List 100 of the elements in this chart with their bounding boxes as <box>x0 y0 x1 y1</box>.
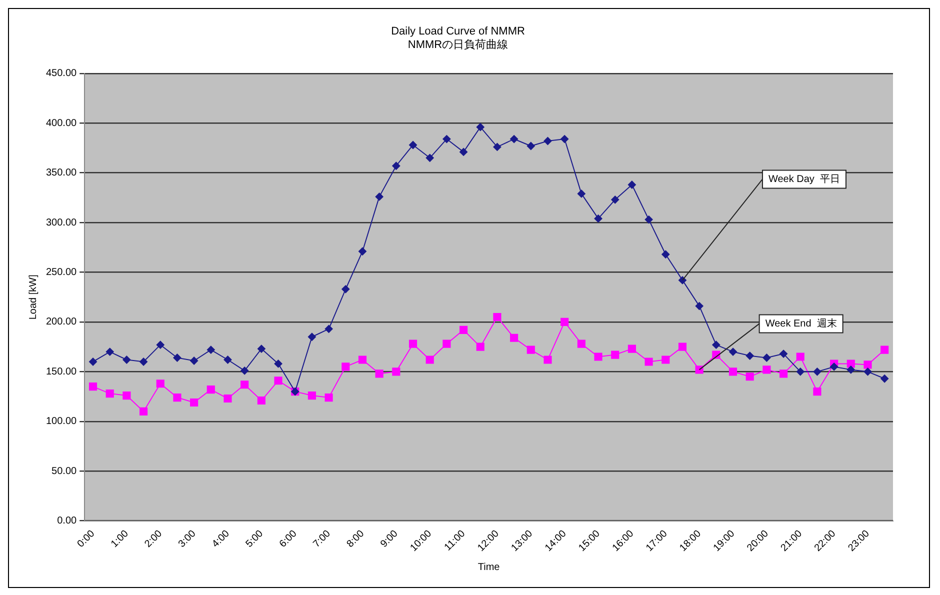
point <box>662 250 670 258</box>
point <box>762 354 771 362</box>
point <box>324 393 333 402</box>
x-tick-label: 4:00 <box>210 528 232 550</box>
point <box>206 346 215 354</box>
point <box>106 390 114 398</box>
y-tick-label: 250.00 <box>46 267 78 278</box>
point <box>426 356 434 364</box>
point <box>257 396 266 405</box>
point <box>190 356 198 365</box>
point <box>408 340 418 348</box>
y-tick-label: 150.00 <box>46 366 78 378</box>
point <box>493 312 502 322</box>
point <box>628 344 636 353</box>
point <box>746 372 754 381</box>
point <box>762 366 771 374</box>
x-tick-label: 5:00 <box>244 528 266 550</box>
point <box>409 140 418 149</box>
point <box>846 360 855 368</box>
point <box>510 334 518 342</box>
point <box>864 368 872 376</box>
point <box>274 360 282 368</box>
point <box>240 380 249 389</box>
point <box>880 346 889 354</box>
y-tick-label: 100.00 <box>46 416 78 428</box>
y-tick-label: 450.00 <box>46 68 78 80</box>
point <box>274 376 282 385</box>
y-tick-label: 200.00 <box>46 316 78 328</box>
point <box>628 180 636 189</box>
point <box>493 142 502 151</box>
point <box>342 285 350 294</box>
point <box>864 360 872 369</box>
point <box>308 392 316 400</box>
text: Week End 週末 <box>765 317 837 330</box>
point <box>611 196 620 204</box>
point <box>240 366 249 375</box>
point <box>728 368 738 376</box>
point <box>308 332 316 341</box>
point <box>358 356 367 364</box>
point <box>695 302 704 310</box>
point <box>392 162 400 170</box>
point <box>813 368 822 376</box>
point <box>173 393 182 402</box>
point <box>442 135 451 144</box>
point <box>476 342 484 351</box>
point <box>594 352 602 361</box>
point <box>392 368 400 376</box>
point <box>257 344 266 353</box>
point <box>156 380 164 388</box>
x-axis-title: Time <box>478 562 500 573</box>
point <box>577 190 586 198</box>
chart-subtitle: NMMRの日負荷曲線 <box>408 38 508 51</box>
x-tick-label: 8:00 <box>345 528 367 550</box>
point <box>560 135 569 144</box>
x-tick-label: 7:00 <box>311 528 334 550</box>
point <box>459 326 468 334</box>
point <box>173 354 182 362</box>
point <box>375 192 384 201</box>
point <box>510 135 518 144</box>
point <box>779 370 788 378</box>
y-tick-label: 350.00 <box>46 168 78 179</box>
point <box>442 340 451 348</box>
x-tick-label: 9:00 <box>378 528 401 550</box>
text: Week Day 平日 <box>768 174 840 185</box>
point <box>476 123 484 132</box>
point <box>88 382 98 391</box>
point <box>526 346 535 354</box>
point <box>224 356 232 364</box>
point <box>460 148 468 156</box>
point <box>880 374 889 383</box>
point <box>544 356 552 364</box>
point <box>342 362 350 371</box>
x-tick-label: 6:00 <box>278 528 300 550</box>
point <box>156 340 164 349</box>
point <box>358 247 366 256</box>
point <box>830 362 838 371</box>
y-tick-label: 300.00 <box>46 217 78 228</box>
point <box>662 356 670 364</box>
y-tick-label: 400.00 <box>46 118 78 129</box>
point <box>89 358 98 366</box>
point <box>324 324 333 333</box>
point <box>611 350 620 359</box>
point <box>122 356 131 364</box>
y-tick-label: 0.00 <box>57 516 78 527</box>
point <box>780 350 788 358</box>
point <box>796 352 804 361</box>
point <box>544 137 552 146</box>
point <box>140 407 148 416</box>
y-axis-title: Load [kW] <box>28 274 39 320</box>
point <box>644 358 653 366</box>
point <box>526 142 535 150</box>
point <box>712 340 720 349</box>
point <box>560 318 569 326</box>
point <box>813 388 822 396</box>
point <box>122 392 131 400</box>
point <box>746 352 754 360</box>
point <box>375 370 384 378</box>
point <box>224 394 232 403</box>
point <box>206 386 215 394</box>
point <box>140 358 148 366</box>
